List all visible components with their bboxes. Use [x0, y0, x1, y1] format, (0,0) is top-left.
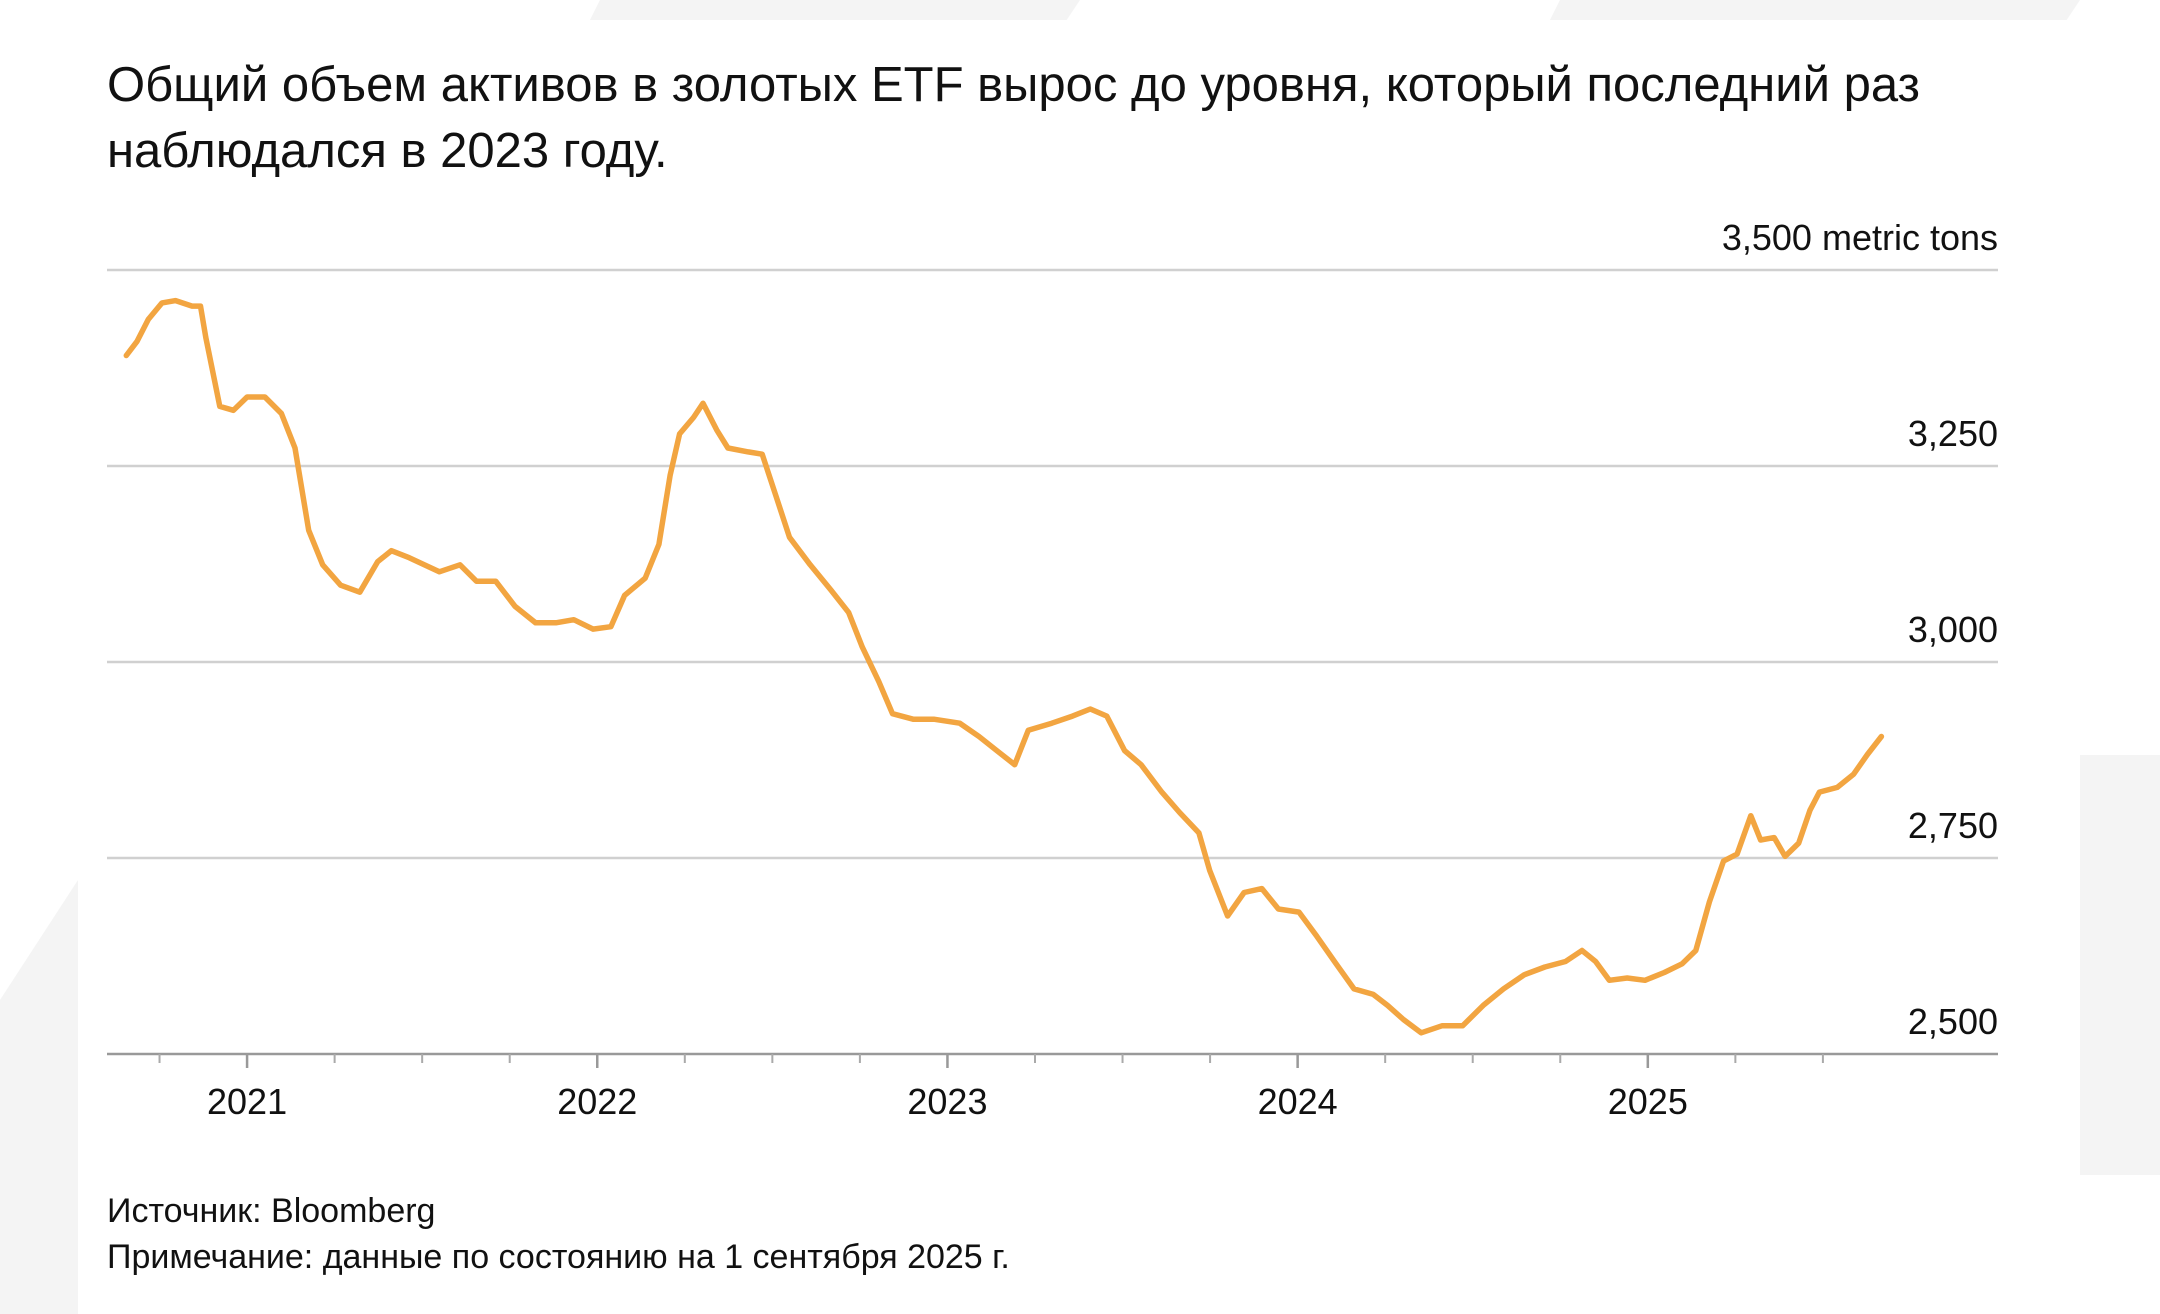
background-shape [2080, 755, 2160, 1175]
y-tick-label: 3,000 [1908, 609, 1998, 650]
y-tick-label: 2,500 [1908, 1001, 1998, 1042]
x-tick-label: 2024 [1258, 1081, 1338, 1122]
y-tick-label: 3,250 [1908, 413, 1998, 454]
data-line [123, 297, 1885, 1036]
x-tick-label: 2022 [557, 1081, 637, 1122]
chart-panel [78, 20, 2078, 1314]
y-tick-label: 2,750 [1908, 805, 1998, 846]
x-tick-label: 2023 [907, 1081, 987, 1122]
y-tick-label: 3,500 metric tons [1722, 217, 1998, 258]
background-shape [0, 880, 78, 1314]
source: Источник: Bloomberg [107, 1192, 436, 1230]
x-tick-label: 2021 [207, 1081, 287, 1122]
x-tick-label: 2025 [1608, 1081, 1688, 1122]
chart-title: Общий объем активов в золотых ETF вырос … [107, 58, 1920, 178]
note: Примечание: данные по состоянию на 1 сен… [107, 1238, 1010, 1276]
plot: 2,500 2,750 3,000 3,250 3,500 metric tons 202… [107, 217, 1998, 1122]
